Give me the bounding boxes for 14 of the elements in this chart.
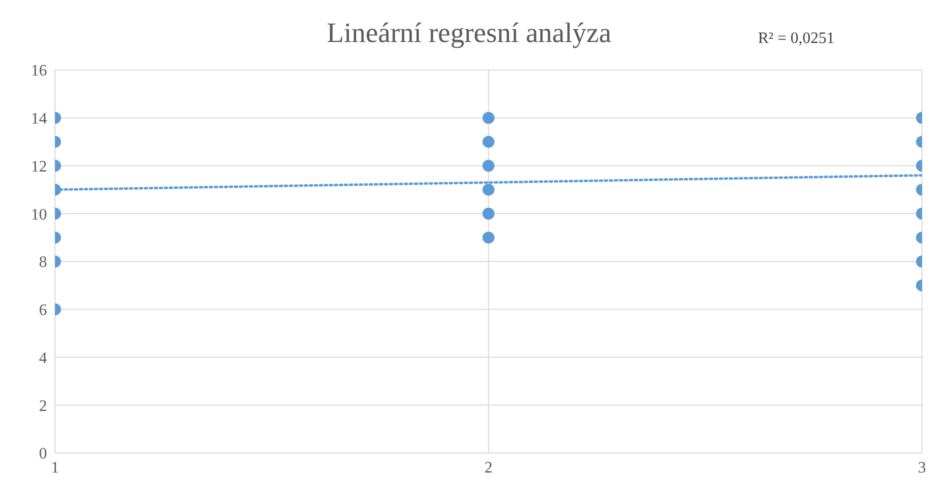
chart-title: Lineární regresní analýza <box>326 18 612 49</box>
y-tick-label: 4 <box>39 350 47 367</box>
y-tick-label: 0 <box>39 446 47 463</box>
y-tick-label: 10 <box>31 206 47 224</box>
x-tick-label: 1 <box>51 459 59 476</box>
x-tick-label: 3 <box>918 459 926 476</box>
y-tick-label: 2 <box>39 398 47 415</box>
y-tick-label: 6 <box>39 302 47 320</box>
text: R² = 0,0251 <box>758 30 834 48</box>
x-tick-label: 2 <box>484 459 492 476</box>
y-tick-label: 12 <box>31 158 47 176</box>
y-tick-label: 8 <box>39 254 47 272</box>
y-tick-label: 14 <box>31 110 47 128</box>
y-tick-label: 16 <box>31 62 47 80</box>
